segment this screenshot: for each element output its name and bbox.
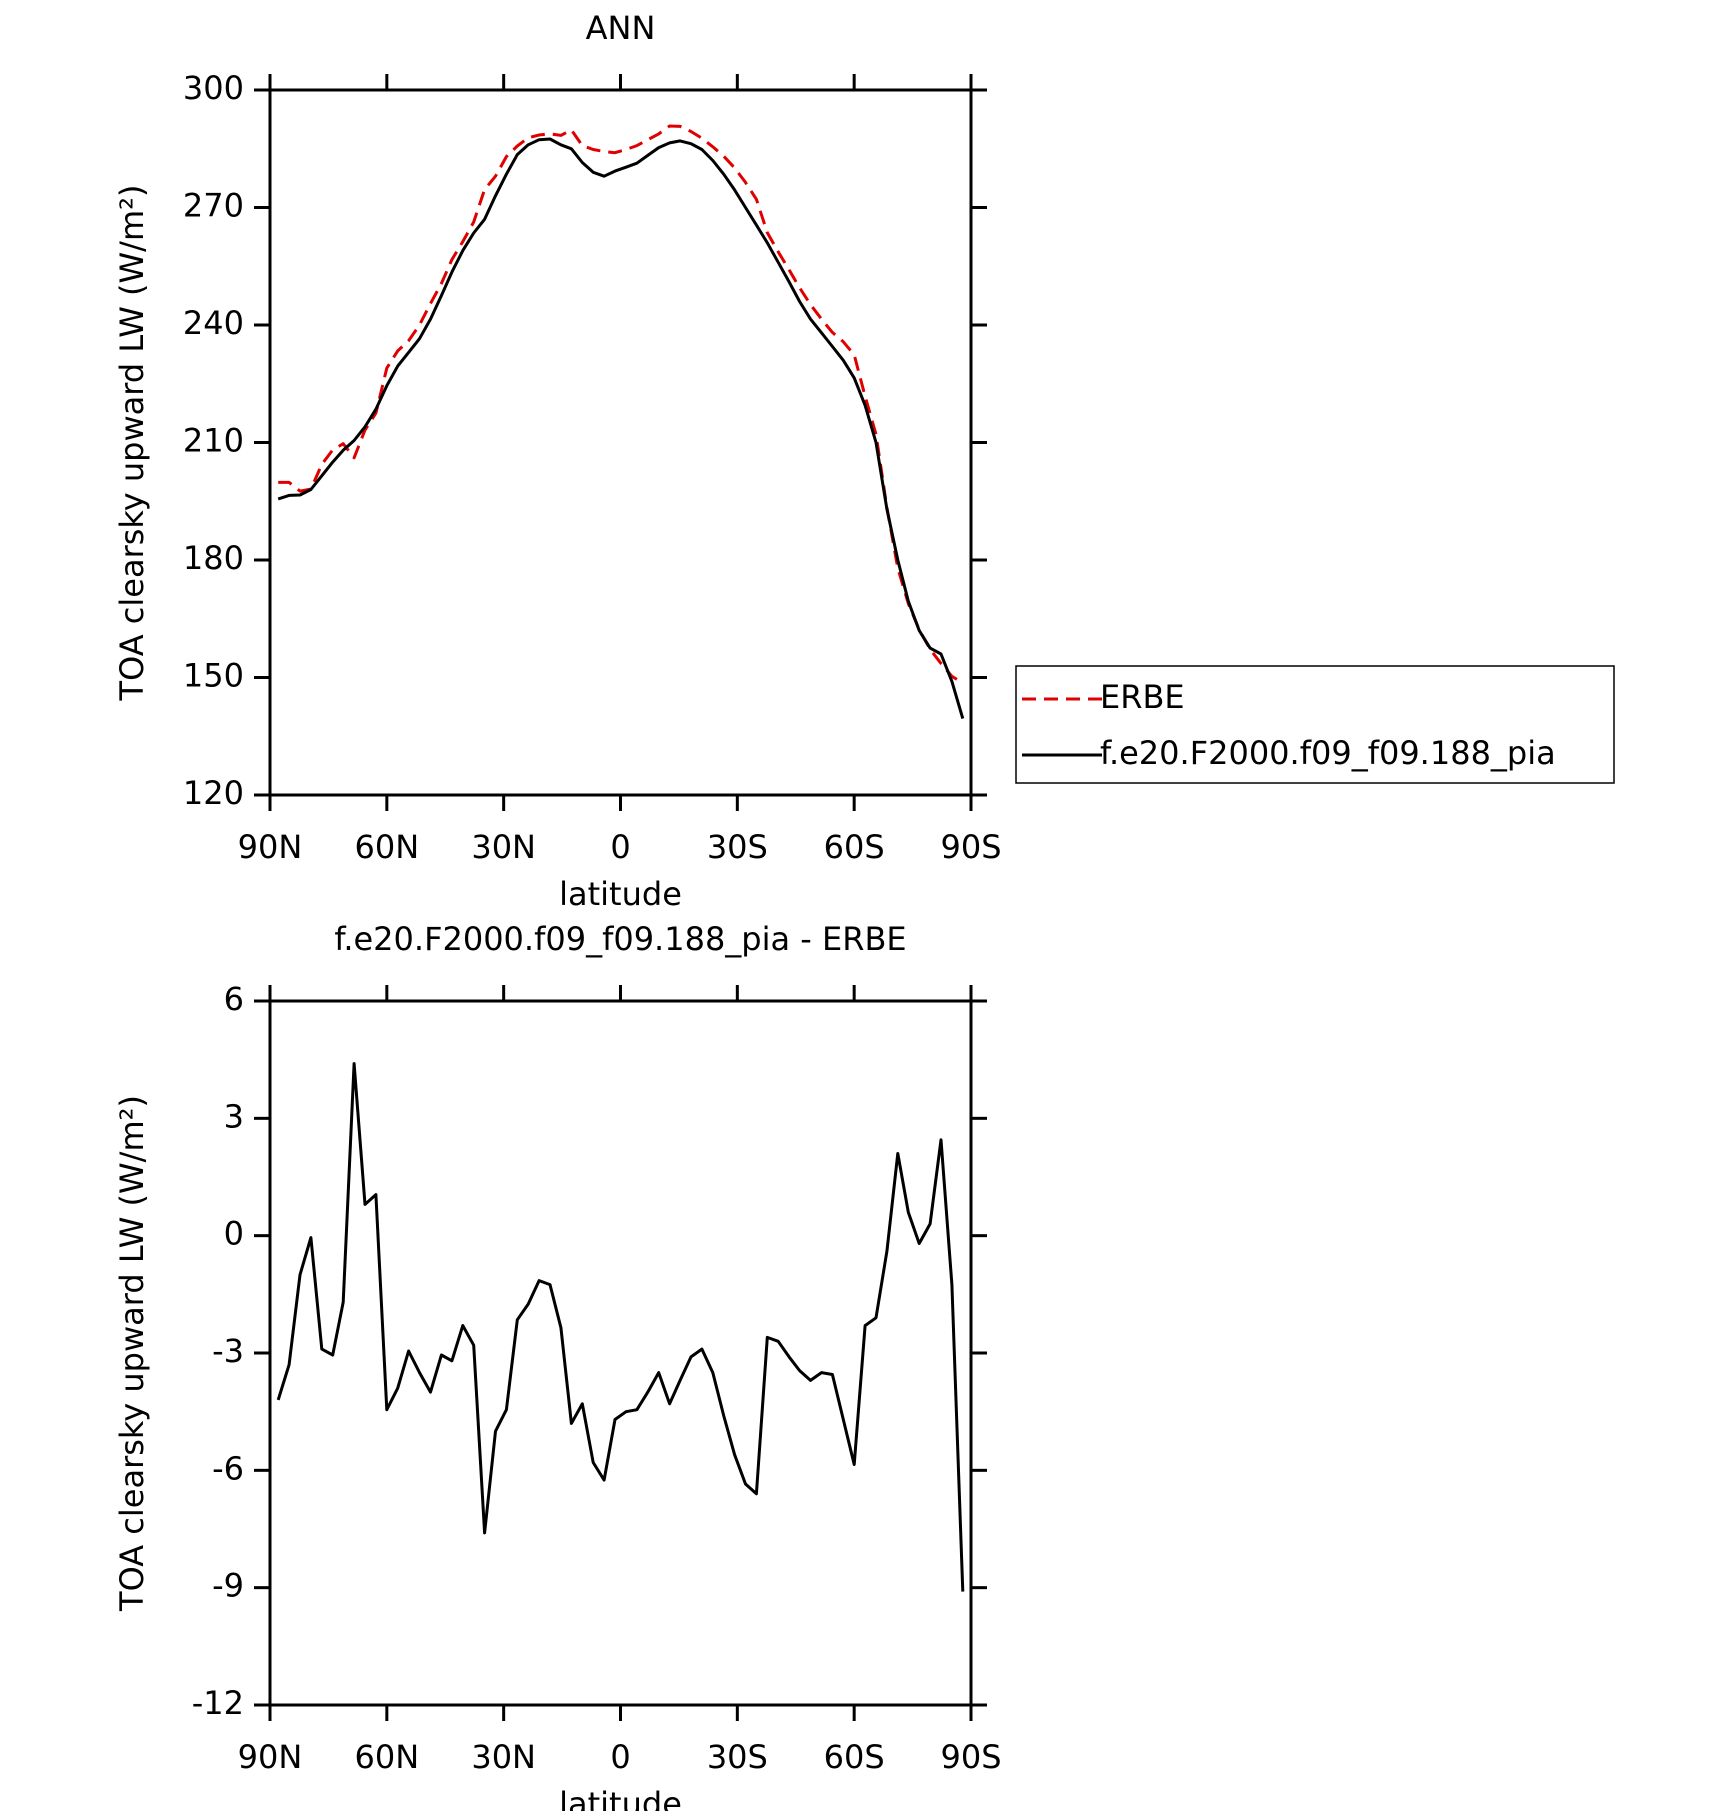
y-axis-label: TOA clearsky upward LW (W/m²) [113,185,151,702]
plot-frame [268,999,973,1707]
series-line [278,124,964,685]
x-tick-label: 30N [471,1738,536,1776]
y-tick-label: 0 [224,1215,244,1253]
y-tick-label: 300 [183,69,244,107]
series-line [277,137,965,720]
y-tick-label: 210 [183,422,244,460]
x-tick-label: 30S [707,828,768,866]
x-tick-label: 90N [238,828,303,866]
y-tick-label: -6 [212,1449,244,1487]
x-tick-label: 60N [355,1738,420,1776]
x-tick-label: 30S [707,1738,768,1776]
chart-title: f.e20.F2000.f09_f09.188_pia - ERBE [334,920,906,958]
x-tick-label: 90N [238,1738,303,1776]
y-tick-label: 240 [183,304,244,342]
y-tick-label: -12 [192,1684,244,1722]
y-tick-label: 270 [183,187,244,225]
y-tick-label: 150 [183,657,244,695]
x-axis-label: latitude [559,1785,682,1811]
y-tick-label: 6 [224,980,244,1018]
legend-label: ERBE [1100,678,1185,716]
x-tick-label: 60S [824,1738,885,1776]
y-tick-label: -3 [212,1332,244,1370]
legend-label: f.e20.F2000.f09_f09.188_pia [1100,734,1556,772]
x-tick-label: 90S [940,1738,1001,1776]
legend: ERBE f.e20.F2000.f09_f09.188_pia [1015,665,1615,784]
x-tick-label: 0 [610,1738,630,1776]
x-tick-label: 90S [940,828,1001,866]
x-axis-label: latitude [559,875,682,913]
y-tick-label: -9 [212,1567,244,1605]
series-line [276,1062,965,1592]
y-axis-label: TOA clearsky upward LW (W/m²) [113,1095,151,1612]
x-tick-label: 60S [824,828,885,866]
y-tick-label: 180 [183,539,244,577]
chart-title: ANN [586,9,656,47]
x-tick-label: 30N [471,828,536,866]
x-tick-label: 60N [355,828,420,866]
y-tick-label: 120 [183,774,244,812]
plot-frame [268,88,973,797]
legend-box [1015,665,1615,784]
y-tick-label: 3 [224,1097,244,1135]
x-tick-label: 0 [610,828,630,866]
